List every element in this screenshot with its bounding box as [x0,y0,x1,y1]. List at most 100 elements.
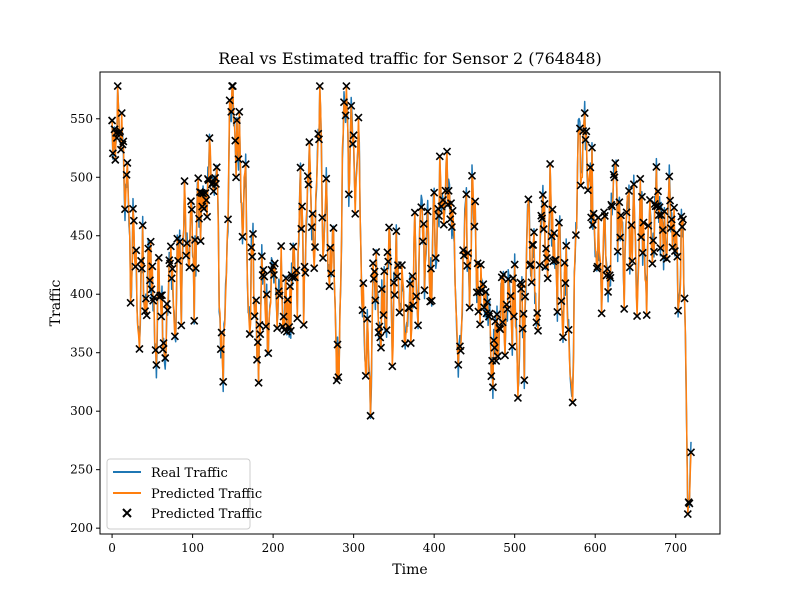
predicted-traffic-marker [255,320,264,329]
predicted-traffic-marker [537,211,546,220]
x-axis: 0 100 200 300 400 500 600 700 [108,534,687,555]
predicted-traffic-marker [459,251,469,260]
predicted-traffic-marker [678,222,687,231]
predicted-traffic-marker [256,330,265,339]
predicted-traffic-marker [533,326,543,335]
predicted-traffic-marker [492,310,502,319]
predicted-traffic-marker [196,237,205,246]
x-tick-label: 700 [664,541,687,555]
x-tick-label: 200 [262,541,285,555]
predicted-traffic-marker [376,343,386,352]
predicted-traffic-marker [609,170,618,179]
predicted-traffic-marker [491,317,500,326]
predicted-traffic-marker [580,108,589,118]
predicted-traffic-marker [637,192,646,201]
predicted-traffic-marker [382,326,391,335]
predicted-traffic-marker [119,137,128,146]
predicted-traffic-marker [219,377,228,386]
predicted-traffic-marker [279,312,288,321]
predicted-traffic-marker [273,324,282,333]
predicted-traffic-marker [538,190,547,199]
predicted-traffic-marker [638,248,647,257]
predicted-traffic-marker [616,233,625,242]
predicted-traffic-marker [137,264,146,273]
predicted-traffic-marker [166,242,175,251]
predicted-traffic-marker [579,127,588,136]
predicted-traffic-marker [680,294,689,303]
predicted-traffic-marker [672,228,681,238]
predicted-traffic-marker [326,243,335,252]
predicted-traffic-marker [223,215,233,224]
predicted-traffic-marker [180,176,189,186]
predicted-traffic-marker [281,274,291,283]
legend-box [106,458,251,530]
predicted-traffic-marker [475,320,485,329]
predicted-traffic-marker [141,294,150,303]
predicted-traffic-marker [389,278,398,287]
predicted-traffic-marker [307,223,316,232]
predicted-traffic-marker [395,308,404,317]
predicted-traffic-marker [615,198,624,207]
predicted-traffic-marker [165,259,175,268]
predicted-traffic-marker [550,229,559,238]
predicted-traffic-marker [190,316,199,325]
predicted-traffic-marker [290,273,299,282]
predicted-traffic-marker [292,266,301,275]
predicted-traffic-marker [211,179,221,188]
predicted-traffic-marker [288,273,297,282]
predicted-traffic-marker [333,340,342,349]
predicted-traffic-marker [548,205,557,214]
predicted-traffic-marker [217,328,226,337]
predicted-traffic-marker [503,305,512,314]
predicted-traffic-marker [264,349,273,358]
predicted-traffic-marker [174,256,183,265]
predicted-traffic-marker [561,279,570,288]
predicted-traffic-marker [305,138,314,147]
predicted-traffic-marker [610,173,619,182]
predicted-traffic-marker [667,215,676,224]
predicted-traffic-marker [384,257,393,266]
y-tick-label: 550 [70,112,93,126]
predicted-traffic-marker [648,259,657,268]
predicted-traffic-marker [435,152,444,161]
predicted-traffic-marker [257,252,266,261]
predicted-traffic-marker [498,318,507,327]
predicted-traffic-marker [492,356,501,365]
predicted-traffic-marker [167,274,176,283]
predicted-traffic-marker [418,237,427,246]
predicted-traffic-marker [541,262,550,272]
predicted-traffic-marker [318,213,327,222]
predicted-traffic-marker [465,303,474,312]
predicted-traffic-marker [476,260,485,269]
predicted-traffic-marker [361,371,370,380]
predicted-traffic-marker [157,291,167,300]
predicted-traffic-marker [388,362,397,371]
predicted-traffic-marker [383,248,392,257]
predicted-traffic-marker [430,188,439,197]
predicted-traffic-marker [175,237,184,246]
predicted-traffic-marker [639,218,648,227]
predicted-traffic-marker [587,143,597,152]
y-tick-label: 450 [70,229,93,243]
predicted-traffic-marker [348,139,357,148]
predicted-traffic-marker [520,376,529,385]
predicted-traffic-marker [301,268,310,277]
predicted-traffic-marker [409,301,418,310]
predicted-traffic-marker [408,272,417,281]
chart-title: Real vs Estimated traffic for Sensor 2 (… [218,49,602,68]
predicted-traffic-marker [144,244,153,253]
predicted-traffic-marker [604,287,613,297]
predicted-traffic-marker [342,81,351,91]
predicted-traffic-marker [606,273,615,282]
predicted-traffic-marker [275,291,284,300]
predicted-traffic-marker [483,298,492,307]
predicted-traffic-marker [304,180,313,189]
predicted-traffic-marker [252,355,262,364]
predicted-traffic-marker [371,296,380,305]
predicted-traffic-marker [423,207,432,216]
predicted-traffic-marker [653,187,663,196]
predicted-traffic-marker [322,174,331,183]
predicted-traffic-marker [446,215,455,224]
predicted-traffic-marker [187,205,196,214]
predicted-traffic-marker [622,208,631,217]
